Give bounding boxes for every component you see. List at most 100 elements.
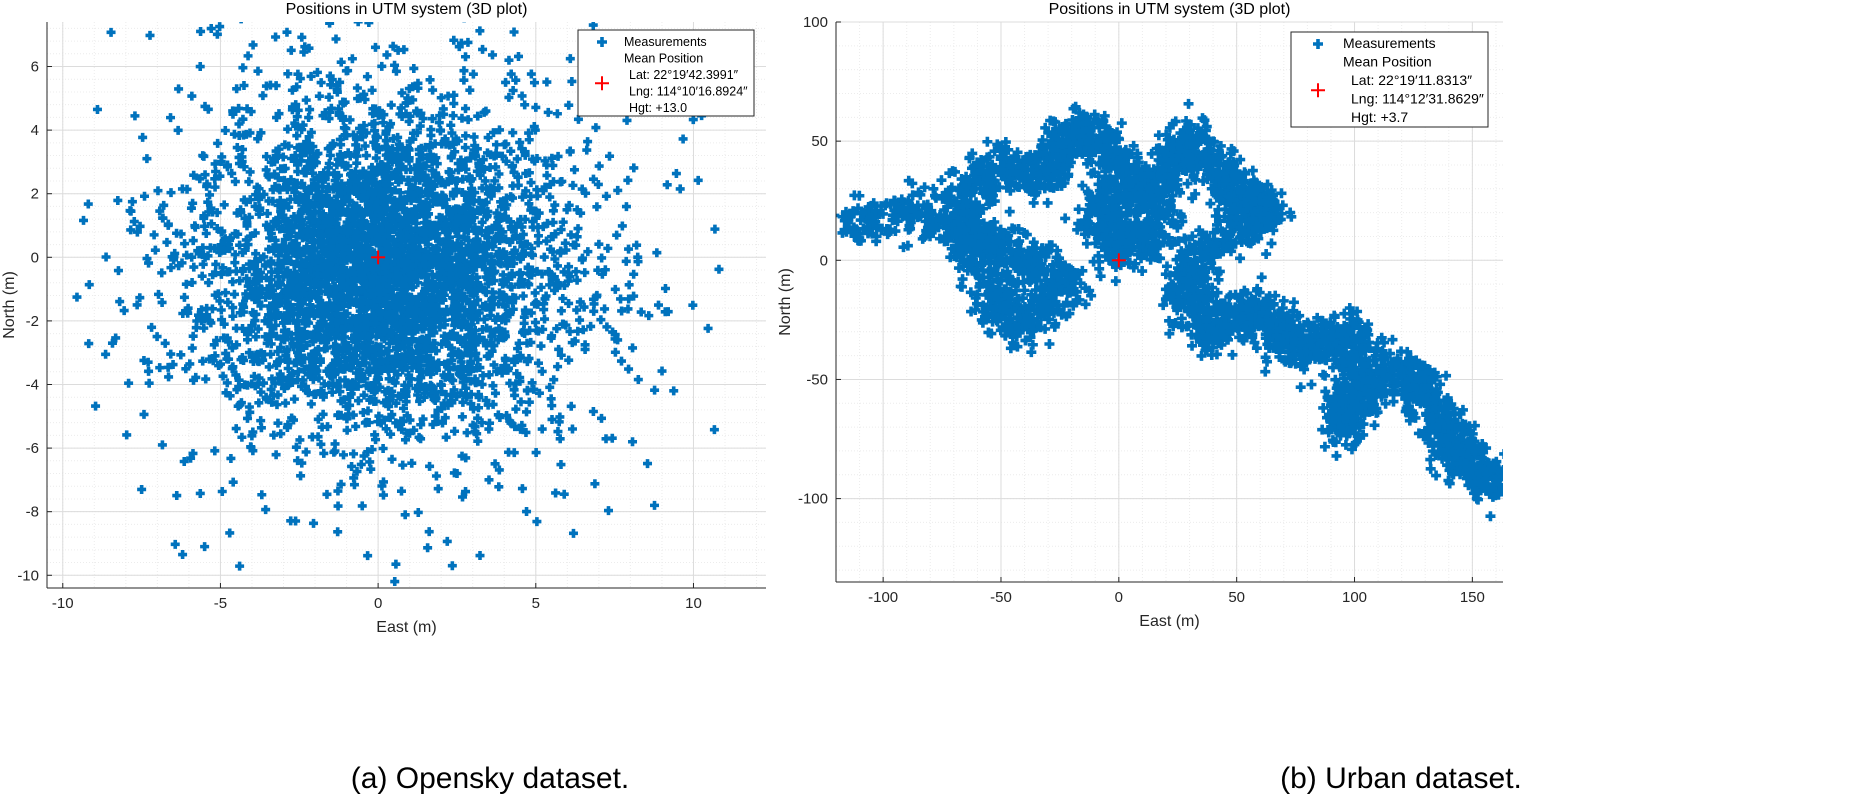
measurement-point <box>195 62 205 72</box>
measurement-point <box>463 212 473 222</box>
measurement-point <box>378 242 388 252</box>
measurement-point <box>488 287 498 297</box>
measurement-point <box>550 200 560 210</box>
measurement-point <box>428 307 438 317</box>
measurement-point <box>338 205 348 215</box>
measurement-point <box>525 269 535 279</box>
measurement-point <box>287 105 297 115</box>
measurement-point <box>459 373 469 383</box>
measurement-point <box>837 211 848 222</box>
measurement-point <box>139 355 149 365</box>
measurement-point <box>524 128 534 138</box>
measurement-point <box>412 234 422 244</box>
measurement-point <box>340 375 350 385</box>
measurement-point <box>445 264 455 274</box>
measurement-point <box>1056 286 1067 297</box>
measurement-point <box>1060 213 1071 224</box>
measurement-point <box>533 231 543 241</box>
measurement-point <box>395 229 405 239</box>
measurement-point <box>132 300 142 310</box>
measurement-point <box>416 434 426 444</box>
measurement-point <box>337 250 347 260</box>
measurement-point <box>340 185 350 195</box>
measurement-point <box>567 76 577 86</box>
measurement-point <box>550 229 560 239</box>
measurement-point <box>245 407 255 417</box>
measurement-point <box>350 238 360 248</box>
measurement-point <box>488 399 498 409</box>
measurement-point <box>316 439 326 449</box>
measurement-point <box>282 423 292 433</box>
measurement-point <box>347 334 357 344</box>
measurement-point <box>553 151 563 161</box>
measurement-point <box>340 311 350 321</box>
measurement-point <box>401 397 411 407</box>
measurement-point <box>279 175 289 185</box>
measurement-point <box>446 175 456 185</box>
measurement-point <box>433 484 443 494</box>
measurement-point <box>464 188 474 198</box>
measurement-point <box>1044 240 1055 251</box>
measurement-point <box>564 262 574 272</box>
measurement-point <box>379 275 389 285</box>
measurement-point <box>448 331 458 341</box>
measurement-point <box>321 319 331 329</box>
measurement-point <box>282 254 292 264</box>
measurement-point <box>447 128 457 138</box>
measurement-point <box>946 243 957 254</box>
measurement-point <box>326 216 336 226</box>
measurement-point <box>374 145 384 155</box>
measurement-point <box>253 134 263 144</box>
measurement-point <box>395 202 405 212</box>
measurement-point <box>445 210 455 220</box>
measurement-point <box>277 372 287 382</box>
measurement-point <box>304 132 314 142</box>
measurement-point <box>459 292 469 302</box>
measurement-point <box>484 475 494 485</box>
measurement-point <box>548 247 558 257</box>
measurement-point <box>381 180 391 190</box>
measurement-point <box>416 373 426 383</box>
measurement-point <box>1012 238 1023 249</box>
measurement-point <box>339 332 349 342</box>
x-tick-label: 10 <box>685 595 702 612</box>
x-tick-label: -10 <box>52 595 74 612</box>
measurement-point <box>409 311 419 321</box>
measurement-point <box>1008 260 1019 271</box>
measurement-point <box>459 66 469 76</box>
measurement-point <box>478 44 488 54</box>
measurement-point <box>281 267 291 277</box>
measurement-point <box>464 363 474 373</box>
measurement-point <box>366 326 376 336</box>
measurement-point <box>575 297 585 307</box>
measurement-point <box>311 192 321 202</box>
measurement-point <box>1023 245 1034 256</box>
measurement-point <box>302 340 312 350</box>
measurement-point <box>326 228 336 238</box>
measurement-point <box>521 427 531 437</box>
measurement-point <box>409 190 419 200</box>
measurement-point <box>622 115 632 125</box>
measurement-point <box>441 432 451 442</box>
measurement-point <box>266 384 276 394</box>
measurement-point <box>276 207 286 217</box>
measurement-point <box>222 354 232 364</box>
measurement-point <box>509 27 519 37</box>
measurement-point <box>486 252 496 262</box>
measurement-point <box>319 196 329 206</box>
measurement-point <box>644 311 654 321</box>
measurement-point <box>227 343 237 353</box>
measurement-point <box>354 179 364 189</box>
measurement-point <box>439 331 449 341</box>
measurement-point <box>388 303 398 313</box>
measurement-point <box>101 252 111 262</box>
measurement-point <box>235 308 245 318</box>
mean-position-marker <box>371 250 386 265</box>
measurement-point <box>547 414 557 424</box>
measurement-point <box>249 371 259 381</box>
measurement-point <box>170 539 180 549</box>
measurement-point <box>379 415 389 425</box>
measurement-point <box>446 350 456 360</box>
measurement-point <box>688 115 698 125</box>
measurement-point <box>456 288 466 298</box>
